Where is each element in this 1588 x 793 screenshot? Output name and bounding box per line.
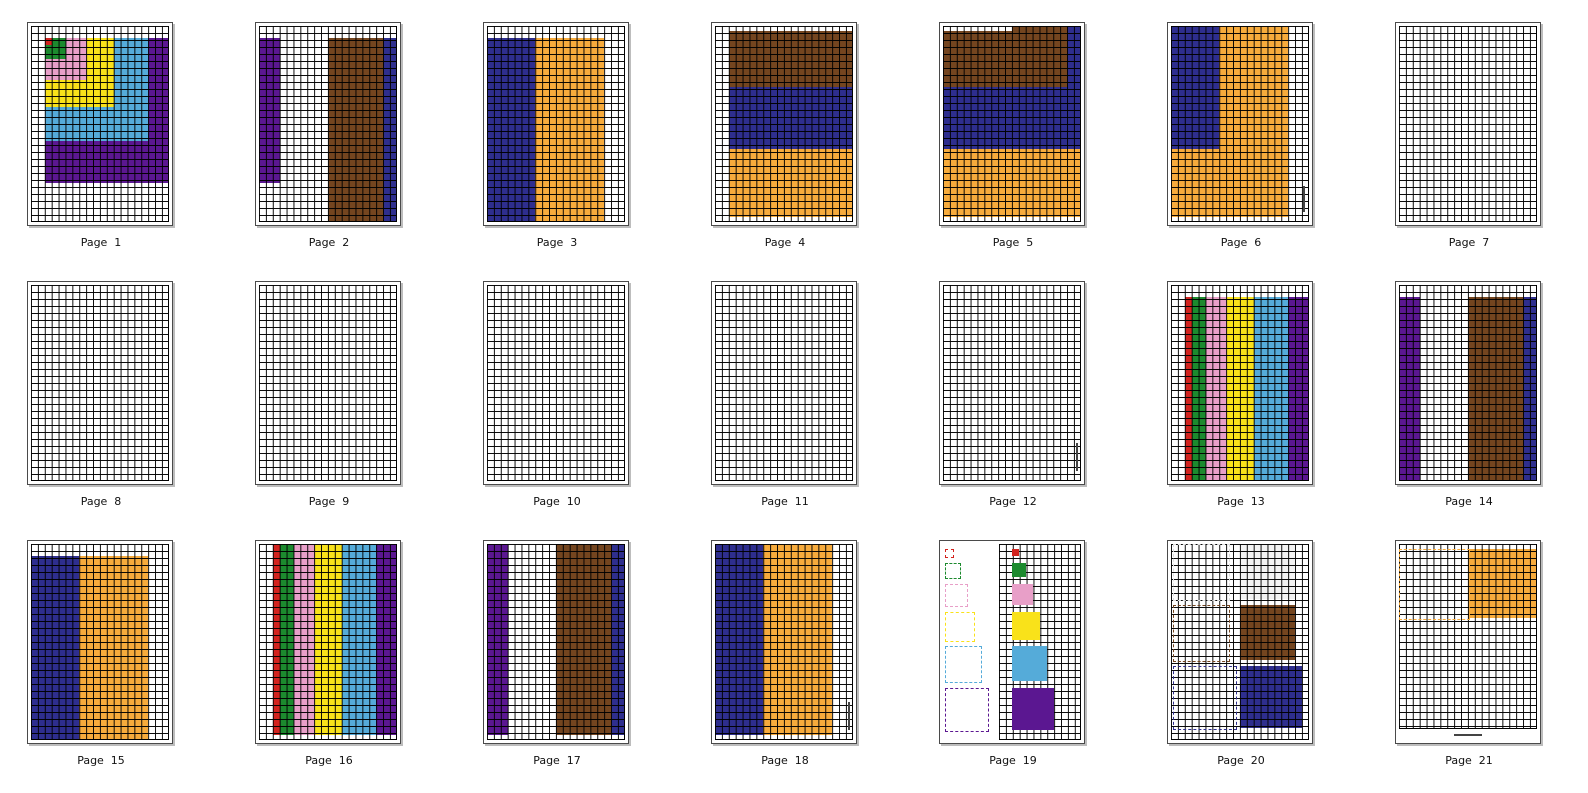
page-preview [255, 22, 401, 226]
page-label: Page 1 [80, 236, 122, 249]
page-preview [27, 22, 173, 226]
page-preview [1167, 281, 1313, 485]
page-label: Page 8 [80, 495, 122, 508]
page-preview [255, 281, 401, 485]
page-label: Page 21 [1445, 754, 1493, 767]
scroll-indicator [1454, 734, 1482, 736]
page-preview [27, 540, 173, 744]
page-label: Page 11 [761, 495, 809, 508]
page-preview [711, 22, 857, 226]
page-label: Page 2 [308, 236, 350, 249]
page-preview [1167, 22, 1313, 226]
page-preview [483, 22, 629, 226]
scroll-indicator [848, 702, 850, 730]
page-preview [27, 281, 173, 485]
page-label: Page 4 [764, 236, 806, 249]
page-preview [483, 281, 629, 485]
scroll-indicator [1076, 443, 1078, 471]
scroll-indicator [1303, 186, 1305, 212]
page-label: Page 15 [77, 754, 125, 767]
page-preview [711, 281, 857, 485]
page-preview [483, 540, 629, 744]
page-preview [939, 540, 1085, 744]
page-label: Page 14 [1445, 495, 1493, 508]
page-preview [1167, 540, 1313, 744]
page-label: Page 16 [305, 754, 353, 767]
page-label: Page 13 [1217, 495, 1265, 508]
page-label: Page 12 [989, 495, 1037, 508]
page-label: Page 3 [536, 236, 578, 249]
page-label: Page 5 [992, 236, 1034, 249]
page-preview [1395, 281, 1541, 485]
page-label: Page 6 [1220, 236, 1262, 249]
page-label: Page 18 [761, 754, 809, 767]
page-preview [939, 22, 1085, 226]
page-preview [711, 540, 857, 744]
page-preview [1395, 22, 1541, 226]
page-preview [939, 281, 1085, 485]
page-label: Page 9 [308, 495, 350, 508]
page-label: Page 10 [533, 495, 581, 508]
page-preview [1395, 540, 1541, 744]
page-label: Page 7 [1448, 236, 1490, 249]
page-label: Page 20 [1217, 754, 1265, 767]
page-preview [255, 540, 401, 744]
page-label: Page 17 [533, 754, 581, 767]
page-label: Page 19 [989, 754, 1037, 767]
